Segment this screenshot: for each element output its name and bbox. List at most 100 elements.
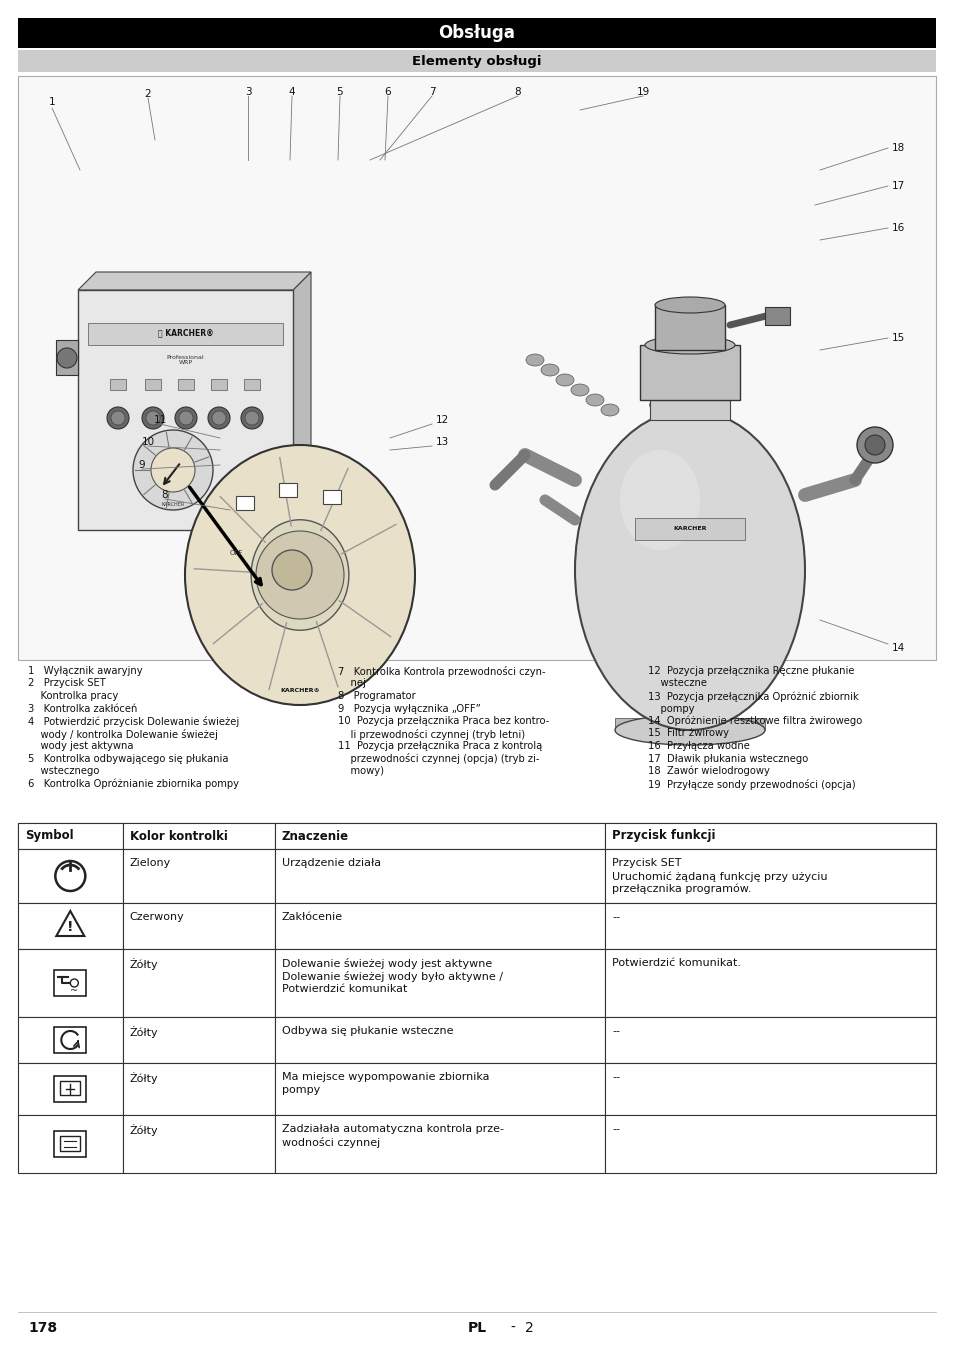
Text: 11  Pozycja przełącznika Praca z kontrolą: 11 Pozycja przełącznika Praca z kontrolą <box>337 741 541 751</box>
Bar <box>274 903 605 949</box>
Text: KARCHER: KARCHER <box>673 526 706 532</box>
Ellipse shape <box>575 410 804 730</box>
Ellipse shape <box>644 336 734 354</box>
Circle shape <box>107 406 129 429</box>
Text: PL: PL <box>467 1322 486 1335</box>
Text: OFF: OFF <box>229 549 242 556</box>
Polygon shape <box>56 911 84 936</box>
Text: Żółty: Żółty <box>130 1072 158 1084</box>
Bar <box>54 1131 86 1157</box>
Bar <box>655 305 724 350</box>
Text: Żółty: Żółty <box>130 958 158 969</box>
Text: wody jest aktywna: wody jest aktywna <box>28 741 133 751</box>
Text: nej: nej <box>337 679 366 688</box>
Circle shape <box>151 448 194 491</box>
Bar <box>605 1017 935 1062</box>
Text: 3   Kontrolka zakłóceń: 3 Kontrolka zakłóceń <box>28 703 137 714</box>
Text: 19: 19 <box>636 86 649 97</box>
Bar <box>54 1027 86 1053</box>
Text: 8   Programator: 8 Programator <box>337 691 416 701</box>
Text: 9   Pozycja wyłącznika „OFF”: 9 Pozycja wyłącznika „OFF” <box>337 703 480 714</box>
Text: 13  Pozycja przełącznika Opróżnić zbiornik: 13 Pozycja przełącznika Opróżnić zbiorni… <box>647 691 858 702</box>
Text: 1   Wyłącznik awaryjny: 1 Wyłącznik awaryjny <box>28 666 143 676</box>
Bar <box>605 1115 935 1173</box>
Text: Dolewanie świeżej wody jest aktywne: Dolewanie świeżej wody jest aktywne <box>281 958 492 969</box>
Text: --: -- <box>612 1026 619 1035</box>
Bar <box>18 849 123 903</box>
Bar <box>88 323 283 346</box>
Ellipse shape <box>525 354 543 366</box>
Circle shape <box>55 861 85 891</box>
Circle shape <box>71 979 78 987</box>
Circle shape <box>212 410 226 425</box>
Text: 4: 4 <box>289 86 295 97</box>
Bar <box>18 662 935 819</box>
Text: 15  Filtr żwirowy: 15 Filtr żwirowy <box>647 729 728 738</box>
Bar <box>605 1062 935 1115</box>
Text: Ma miejsce wypompowanie zbiornika: Ma miejsce wypompowanie zbiornika <box>281 1072 489 1081</box>
Text: Żółty: Żółty <box>130 1026 158 1038</box>
Bar <box>123 824 274 849</box>
Circle shape <box>272 549 312 590</box>
Text: Przycisk SET: Przycisk SET <box>612 859 681 868</box>
Text: ␇ KARCHER®: ␇ KARCHER® <box>157 328 213 338</box>
Bar <box>123 949 274 1017</box>
Bar <box>60 1081 80 1095</box>
Bar <box>615 718 764 730</box>
Circle shape <box>864 435 884 455</box>
Bar <box>274 824 605 849</box>
Ellipse shape <box>540 364 558 377</box>
Text: 1: 1 <box>49 97 55 107</box>
Text: pompy: pompy <box>281 1085 320 1095</box>
Circle shape <box>179 410 193 425</box>
Bar <box>649 400 729 420</box>
Circle shape <box>142 406 164 429</box>
Text: pompy: pompy <box>647 703 694 714</box>
Text: mowy): mowy) <box>337 765 384 776</box>
Text: 6: 6 <box>384 86 391 97</box>
Text: Zielony: Zielony <box>130 859 171 868</box>
Bar <box>764 306 789 325</box>
Text: wstecznego: wstecznego <box>28 765 99 776</box>
Ellipse shape <box>600 404 618 416</box>
Text: 178: 178 <box>28 1322 57 1335</box>
Text: 13: 13 <box>435 437 448 447</box>
Text: 7: 7 <box>428 86 435 97</box>
Text: 6   Kontrolka Opróżnianie zbiornika pompy: 6 Kontrolka Opróżnianie zbiornika pompy <box>28 779 239 788</box>
Bar <box>244 379 260 390</box>
Ellipse shape <box>615 716 764 745</box>
Text: Professional
WRP: Professional WRP <box>167 355 204 366</box>
Text: !: ! <box>67 919 73 934</box>
Text: --: -- <box>612 1072 619 1081</box>
Bar <box>18 50 935 72</box>
Ellipse shape <box>619 450 700 549</box>
Text: 2: 2 <box>145 89 152 99</box>
Circle shape <box>57 348 77 369</box>
Ellipse shape <box>185 446 415 705</box>
Text: Dolewanie świeżej wody było aktywne /: Dolewanie świeżej wody było aktywne / <box>281 971 502 981</box>
Bar <box>274 849 605 903</box>
Bar <box>145 379 161 390</box>
Text: wsteczne: wsteczne <box>647 679 706 688</box>
Text: KARCHER: KARCHER <box>161 501 185 506</box>
Bar <box>18 949 123 1017</box>
Text: 2   Przycisk SET: 2 Przycisk SET <box>28 679 106 688</box>
Circle shape <box>856 427 892 463</box>
Text: 16  Przyłącza wodne: 16 Przyłącza wodne <box>647 741 749 751</box>
Bar <box>18 824 123 849</box>
Text: Potwierdzić komunikat.: Potwierdzić komunikat. <box>612 958 740 968</box>
Text: 8: 8 <box>515 86 520 97</box>
Bar <box>639 346 740 400</box>
Bar <box>78 290 293 531</box>
Text: li przewodności czynnej (tryb letni): li przewodności czynnej (tryb letni) <box>337 729 524 740</box>
Bar <box>605 849 935 903</box>
Text: 8: 8 <box>161 490 168 500</box>
Bar <box>18 1062 123 1115</box>
Circle shape <box>174 406 196 429</box>
Circle shape <box>245 410 258 425</box>
Bar <box>54 971 86 996</box>
Circle shape <box>255 531 344 620</box>
Bar <box>18 18 935 49</box>
Text: Potwierdzić komunikat: Potwierdzić komunikat <box>281 984 407 994</box>
Circle shape <box>146 410 160 425</box>
